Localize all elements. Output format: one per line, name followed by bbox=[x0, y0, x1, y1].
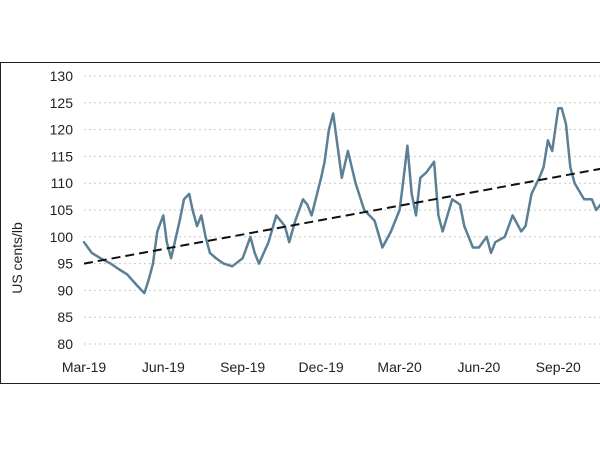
y-tick-label: 120 bbox=[50, 122, 74, 138]
chart-container: 80 85 90 95 100 105 110 115 120 125 130 Mar-19 Jun-… bbox=[0, 62, 600, 384]
trend-line bbox=[83, 167, 600, 265]
y-tick-label: 90 bbox=[57, 282, 73, 298]
y-axis-title: US cents/lb bbox=[9, 222, 25, 294]
x-tick-label: Sep-19 bbox=[220, 359, 265, 375]
y-tick-label: 110 bbox=[51, 175, 74, 191]
x-tick-labels: Mar-19 Jun-19 Sep-19 Dec-19 Mar-20 Jun-20 Sep-… bbox=[62, 359, 581, 375]
x-tick-label: Jun-19 bbox=[142, 359, 185, 375]
y-tick-label: 85 bbox=[57, 309, 73, 325]
x-tick-label: Jun-20 bbox=[458, 359, 501, 375]
x-tick-label: Sep-20 bbox=[536, 359, 581, 375]
y-tick-label: 130 bbox=[50, 68, 74, 84]
series bbox=[82, 106, 600, 295]
price-line bbox=[82, 106, 600, 295]
x-tick-label: Dec-19 bbox=[299, 359, 344, 375]
chart-frame bbox=[0, 62, 600, 384]
y-tick-label: 115 bbox=[51, 148, 74, 164]
y-tick-label: 125 bbox=[50, 95, 74, 111]
coffee-price-chart: 80 85 90 95 100 105 110 115 120 125 130 Mar-19 Jun-… bbox=[0, 62, 600, 384]
y-tick-label: 100 bbox=[50, 229, 74, 245]
y-tick-label: 95 bbox=[57, 256, 73, 272]
y-tick-label: 80 bbox=[57, 336, 73, 352]
gridlines bbox=[84, 75, 600, 345]
y-tick-label: 105 bbox=[50, 202, 74, 218]
y-tick-labels: 80 85 90 95 100 105 110 115 120 125 130 bbox=[50, 68, 74, 352]
x-tick-label: Mar-20 bbox=[377, 359, 422, 375]
x-tick-label: Mar-19 bbox=[62, 359, 107, 375]
